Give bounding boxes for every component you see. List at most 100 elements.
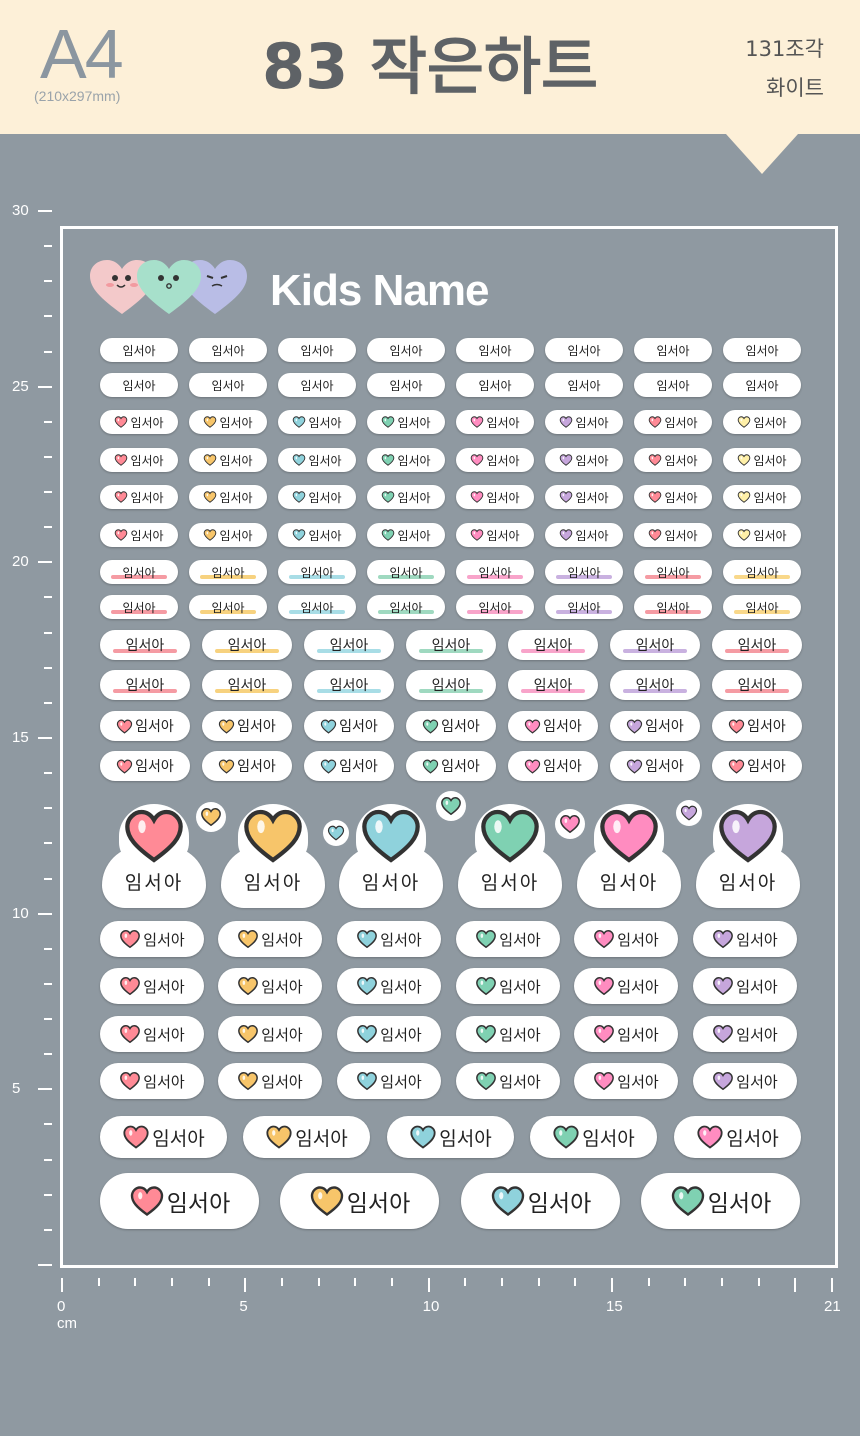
title-hearts-icon [90, 260, 247, 314]
sticker-name: 임서아 [261, 977, 303, 996]
heart-name-sticker: 임서아 [337, 1063, 441, 1099]
sticker-underline [110, 575, 168, 580]
sticker-underline [644, 610, 702, 615]
heart-name-sticker: 임서아 [100, 1063, 204, 1099]
heart-icon [476, 977, 497, 996]
name-sticker: 임서아 [189, 373, 267, 397]
sticker-name: 임서아 [480, 872, 540, 894]
heart-name-sticker: 임서아 [712, 751, 802, 781]
heart-name-sticker: 임서아 [218, 1063, 322, 1099]
heart-name-sticker: 임서아 [610, 751, 700, 781]
sticker-name: 임서아 [380, 1025, 422, 1044]
piece-count: 131조각 [745, 37, 824, 61]
heart-name-sticker: 임서아 [574, 968, 678, 1004]
heart-name-sticker: 임서아 [100, 1016, 204, 1052]
sticker-name: 임서아 [599, 872, 659, 894]
sticker-name: 임서아 [664, 453, 698, 468]
underline-name-sticker: 임서아 [456, 560, 534, 584]
heart-name-sticker: 임서아 [610, 711, 700, 741]
sticker-name: 임서아 [753, 490, 787, 505]
heart-icon [357, 977, 378, 996]
heart-icon [130, 1186, 163, 1216]
heart-name-sticker: 임서아 [278, 485, 356, 509]
ruler-tick [244, 1278, 247, 1292]
underline-name-sticker: 임서아 [304, 630, 394, 660]
heart-name-sticker: 임서아 [456, 921, 560, 957]
ruler-tick [44, 947, 52, 950]
sticker-underline [377, 575, 435, 580]
heart-cloud-sticker: 임서아 [577, 804, 681, 910]
heart-name-sticker: 임서아 [641, 1173, 800, 1229]
heart-icon [382, 416, 395, 428]
heart-name-sticker: 임서아 [693, 968, 797, 1004]
ruler-tick [44, 1228, 52, 1231]
sticker-name: 임서아 [261, 1072, 303, 1091]
ruler-tick [44, 315, 52, 318]
heart-icon [357, 1072, 378, 1091]
heart-icon [481, 809, 539, 863]
heart-icon [120, 1025, 141, 1044]
sticker-name: 임서아 [441, 719, 480, 735]
underline-name-sticker: 임서아 [634, 595, 712, 619]
sticker-name: 임서아 [211, 343, 245, 358]
sticker-underline [377, 610, 435, 615]
heart-name-sticker: 임서아 [406, 711, 496, 741]
ruler-tick [134, 1278, 137, 1286]
ruler-tick [44, 982, 52, 985]
sticker-underline [733, 575, 791, 580]
ruler-tick [44, 455, 52, 458]
sticker-underline [418, 649, 484, 654]
ruler-tick [44, 1053, 52, 1056]
sticker-underline [622, 649, 688, 654]
ruler-tick [464, 1278, 467, 1286]
heart-name-sticker: 임서아 [574, 921, 678, 957]
heart-name-sticker: 임서아 [189, 523, 267, 547]
sticker-name: 임서아 [645, 719, 684, 735]
small-heart-sticker [323, 820, 349, 846]
heart-icon [476, 930, 497, 949]
ruler-tick [38, 1088, 52, 1091]
sticker-name: 임서아 [397, 490, 431, 505]
ruler-label: 15 [12, 729, 29, 746]
heart-name-sticker: 임서아 [218, 921, 322, 957]
heart-icon [120, 1072, 141, 1091]
sticker-name: 임서아 [143, 930, 185, 949]
name-sticker: 임서아 [456, 338, 534, 362]
sticker-name: 임서아 [261, 930, 303, 949]
sticker-underline [288, 575, 346, 580]
underline-name-sticker: 임서아 [406, 630, 496, 660]
sticker-name: 임서아 [389, 565, 423, 580]
sticker-name: 임서아 [747, 759, 786, 775]
heart-name-sticker: 임서아 [723, 523, 801, 547]
heart-icon [293, 454, 306, 466]
name-sticker: 임서아 [634, 338, 712, 362]
underline-name-sticker: 임서아 [100, 560, 178, 584]
paper-size: A4 [40, 15, 124, 93]
ruler-tick [38, 737, 52, 739]
sticker-underline [555, 610, 613, 615]
heart-icon [476, 1072, 497, 1091]
heart-icon [671, 1186, 704, 1216]
ruler-tick [684, 1278, 687, 1286]
sticker-name: 임서아 [745, 343, 779, 358]
sticker-name: 임서아 [329, 638, 369, 654]
sticker-underline [316, 649, 382, 654]
heart-name-sticker: 임서아 [218, 1016, 322, 1052]
ruler-tick [38, 1264, 52, 1266]
ruler-label: 15 [606, 1298, 623, 1315]
heart-name-sticker: 임서아 [693, 1063, 797, 1099]
heart-icon [738, 491, 751, 503]
ruler-tick [317, 1278, 320, 1286]
ruler-tick [44, 1193, 52, 1196]
sticker-name: 임서아 [300, 565, 334, 580]
heart-icon [117, 759, 133, 774]
sticker-name: 임서아 [478, 565, 512, 580]
underline-name-sticker: 임서아 [100, 630, 190, 660]
ruler-label: 10 [422, 1298, 440, 1315]
ruler-tick [44, 526, 52, 529]
sticker-name: 임서아 [124, 872, 184, 894]
ruler-label: 0 cm [57, 1298, 77, 1332]
heart-icon [729, 719, 745, 734]
heart-name-sticker: 임서아 [456, 485, 534, 509]
heart-icon [357, 930, 378, 949]
